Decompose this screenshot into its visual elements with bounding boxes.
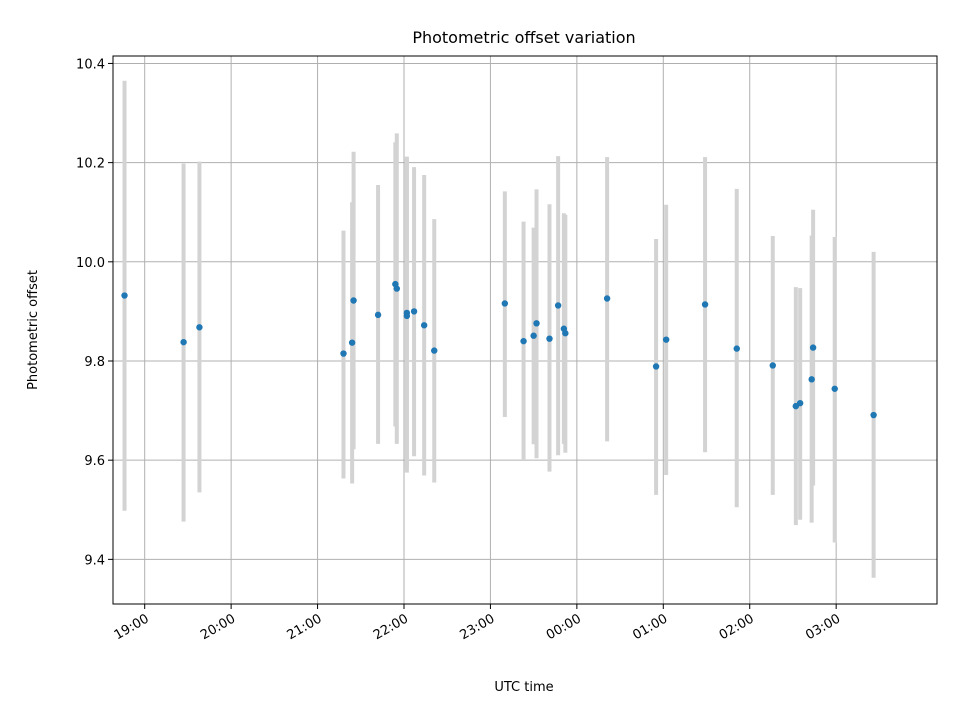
plot-frame: [112, 55, 938, 605]
data-point: [501, 300, 509, 307]
data-point: [831, 385, 838, 392]
y-tick-label: 9.6: [84, 454, 105, 469]
data-point: [348, 339, 356, 346]
data-point: [603, 295, 611, 302]
data-point: [808, 376, 815, 383]
data-point: [121, 292, 128, 299]
data-point: [546, 335, 553, 342]
data-point: [196, 324, 203, 331]
x-axis-label: UTC time: [494, 680, 553, 695]
data-point: [410, 308, 418, 315]
data-point: [554, 302, 562, 309]
y-tick-label: 10.4: [76, 57, 105, 72]
data-point: [431, 347, 438, 354]
point-layer: [121, 280, 877, 419]
data-point: [796, 399, 804, 407]
data-point: [870, 411, 877, 419]
chart-title: Photometric offset variation: [412, 28, 635, 47]
data-point: [420, 322, 428, 329]
y-axis-ticks: 9.4 9.6 9.8 10.0 10.2 10.4: [76, 57, 113, 568]
data-point: [350, 297, 357, 304]
data-point: [403, 309, 411, 317]
data-point: [533, 320, 540, 327]
y-tick-label: 9.8: [84, 355, 105, 370]
data-point: [733, 345, 740, 352]
data-point: [340, 350, 347, 357]
y-tick-label: 10.0: [76, 256, 105, 271]
y-tick-label: 9.4: [84, 553, 105, 568]
data-point: [530, 332, 537, 339]
data-point: [562, 330, 569, 337]
data-point: [701, 301, 709, 308]
y-tick-label: 10.2: [76, 157, 105, 172]
y-axis-label: Photometric offset: [26, 270, 41, 390]
data-point: [520, 337, 527, 345]
data-point: [662, 336, 670, 343]
data-point: [393, 285, 400, 292]
data-point: [652, 363, 660, 370]
data-point: [769, 362, 776, 369]
data-point: [180, 338, 187, 346]
data-point: [374, 311, 382, 319]
data-point: [809, 344, 817, 351]
